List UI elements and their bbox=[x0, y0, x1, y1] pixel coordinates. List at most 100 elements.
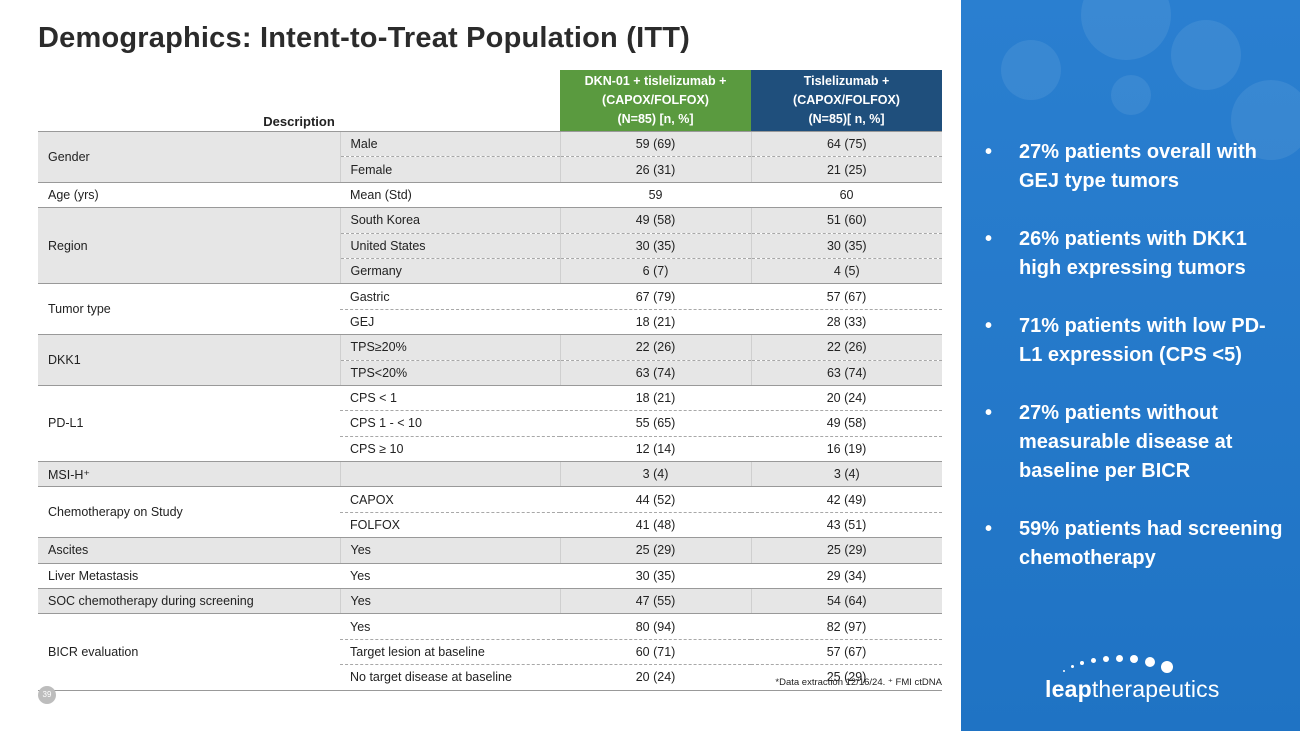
row-category: BICR evaluation bbox=[38, 613, 340, 691]
decorative-bubble bbox=[1001, 40, 1061, 100]
description-header: Description bbox=[38, 70, 561, 132]
key-findings-list: • 27% patients overall with GEJ type tumo… bbox=[985, 138, 1285, 602]
arm2-value: 43 (51) bbox=[751, 512, 943, 539]
arm2-value: 60 bbox=[751, 182, 943, 209]
logo-bold: leap bbox=[1045, 676, 1092, 702]
finding-text: 26% patients with DKK1 high expressing t… bbox=[1019, 228, 1247, 279]
arm1-value: 44 (52) bbox=[560, 486, 752, 513]
logo-dot bbox=[1103, 656, 1109, 662]
logo-dot bbox=[1071, 665, 1074, 668]
arm1-value: 60 (71) bbox=[560, 639, 752, 666]
arm2-header-line: (CAPOX/FOLFOX) bbox=[793, 93, 900, 107]
demographics-table: Description DKN-01 + tislelizumab + (CAP… bbox=[38, 70, 943, 691]
arm1-value: 6 (7) bbox=[559, 258, 752, 285]
arm1-value: 63 (74) bbox=[559, 360, 752, 386]
row-label: Yes bbox=[340, 613, 561, 640]
company-logo: leaptherapeutics bbox=[1045, 654, 1245, 704]
arm2-value: 29 (34) bbox=[751, 563, 943, 590]
table-row: FOLFOX 41 (48) 43 (51) bbox=[38, 512, 943, 539]
arm2-value: 30 (35) bbox=[750, 233, 943, 259]
arm1-header: DKN-01 + tislelizumab + (CAPOX/FOLFOX) (… bbox=[560, 70, 752, 132]
row-label: South Korea bbox=[339, 207, 561, 234]
row-category: DKK1 bbox=[38, 334, 340, 386]
key-findings-panel: • 27% patients overall with GEJ type tumo… bbox=[961, 0, 1300, 731]
arm1-value: 47 (55) bbox=[559, 588, 752, 615]
arm2-value: 63 (74) bbox=[750, 360, 943, 386]
table-body: Gender Male 59 (69) 64 (75) Female 26 (31) 21 … bbox=[38, 131, 943, 691]
row-category: Liver Metastasis bbox=[38, 563, 340, 590]
arm2-value: 3 (4) bbox=[750, 461, 943, 488]
arm1-header-line: (N=85) [n, %] bbox=[617, 112, 694, 126]
table-row: BICR evaluation Yes 80 (94) 82 (97) bbox=[38, 613, 943, 691]
arm2-header-line: Tislelizumab + bbox=[803, 74, 890, 88]
arm2-value: 57 (67) bbox=[751, 283, 943, 310]
row-label: Gastric bbox=[340, 283, 561, 310]
logo-dot bbox=[1063, 670, 1065, 672]
row-label: CPS 1 - < 10 bbox=[340, 410, 561, 437]
row-label: No target disease at baseline bbox=[340, 664, 561, 691]
arm2-value: 25 (29) bbox=[751, 664, 943, 691]
table-row: TPS<20% 63 (74) 63 (74) bbox=[38, 360, 943, 386]
table-row: DKK1 TPS≥20% 22 (26) 22 (26) bbox=[38, 334, 943, 386]
slide-title: Demographics: Intent-to-Treat Population… bbox=[38, 22, 691, 54]
row-label: CPS < 1 bbox=[340, 385, 561, 412]
table-row: Female 26 (31) 21 (25) bbox=[38, 156, 943, 183]
finding-text: 71% patients with low PD-L1 expression (… bbox=[1019, 315, 1266, 366]
arm2-value: 21 (25) bbox=[750, 156, 943, 183]
arm2-value: 4 (5) bbox=[750, 258, 943, 285]
page-number: 39 bbox=[38, 686, 56, 704]
row-category: MSI-H⁺ bbox=[38, 461, 340, 488]
logo-wordmark: leaptherapeutics bbox=[1045, 676, 1220, 703]
row-label: FOLFOX bbox=[340, 512, 561, 539]
finding-text: 27% patients without measurable disease … bbox=[1019, 402, 1233, 482]
finding-item: • 59% patients had screening chemotherapy bbox=[985, 515, 1285, 573]
table-row: MSI-H⁺ 3 (4) 3 (4) bbox=[38, 461, 943, 488]
row-category: Tumor type bbox=[38, 283, 340, 336]
footnote: *Data extraction 12/16/24. ⁺ FMI ctDNA bbox=[775, 677, 942, 688]
row-label: Female bbox=[339, 156, 561, 183]
arm1-value: 18 (21) bbox=[560, 385, 752, 412]
logo-rest: therapeutics bbox=[1091, 676, 1220, 702]
arm2-value: 42 (49) bbox=[751, 486, 943, 513]
row-category: Gender bbox=[38, 131, 340, 183]
row-category: Ascites bbox=[38, 537, 340, 564]
row-category: SOC chemotherapy during screening bbox=[38, 588, 340, 615]
table-row: Ascites Yes 25 (29) 25 (29) bbox=[38, 537, 943, 564]
table-row: PD-L1 CPS < 1 18 (21) 20 (24) bbox=[38, 385, 943, 463]
row-label: TPS≥20% bbox=[339, 334, 561, 361]
table-row: CPS ≥ 10 12 (14) 16 (19) bbox=[38, 436, 943, 463]
arm2-header-line: (N=85)[ n, %] bbox=[808, 112, 885, 126]
arm1-value: 22 (26) bbox=[559, 334, 752, 361]
table-row: Age (yrs) Mean (Std) 59 60 bbox=[38, 182, 943, 209]
bullet-icon: • bbox=[985, 518, 993, 540]
arm1-value: 18 (21) bbox=[560, 309, 752, 336]
demographics-table-container: Description DKN-01 + tislelizumab + (CAP… bbox=[38, 70, 943, 691]
decorative-bubble bbox=[1231, 80, 1300, 160]
logo-dot bbox=[1161, 661, 1173, 673]
decorative-bubble bbox=[1111, 75, 1151, 115]
arm1-value: 25 (29) bbox=[559, 537, 752, 564]
row-label: Yes bbox=[339, 588, 561, 615]
arm1-header-line: (CAPOX/FOLFOX) bbox=[602, 93, 709, 107]
arm1-header-line: DKN-01 + tislelizumab + bbox=[584, 74, 727, 88]
arm1-value: 59 bbox=[560, 182, 752, 209]
finding-item: • 27% patients without measurable disease… bbox=[985, 399, 1285, 486]
arm1-value: 30 (35) bbox=[560, 563, 752, 590]
arm2-value: 20 (24) bbox=[751, 385, 943, 412]
logo-dot bbox=[1145, 657, 1155, 667]
finding-text: 27% patients overall with GEJ type tumor… bbox=[1019, 141, 1257, 192]
table-row: Germany 6 (7) 4 (5) bbox=[38, 258, 943, 285]
table-row: Region South Korea 49 (58) 51 (60) bbox=[38, 207, 943, 285]
row-category: Chemotherapy on Study bbox=[38, 486, 340, 539]
bullet-icon: • bbox=[985, 315, 993, 337]
arm2-value: 82 (97) bbox=[751, 613, 943, 640]
arm2-value: 22 (26) bbox=[750, 334, 943, 361]
row-label: CPS ≥ 10 bbox=[340, 436, 561, 463]
arm1-value: 67 (79) bbox=[560, 283, 752, 310]
arm2-value: 16 (19) bbox=[751, 436, 943, 463]
arm2-header: Tislelizumab + (CAPOX/FOLFOX) (N=85)[ n,… bbox=[751, 70, 943, 132]
row-label: Target lesion at baseline bbox=[340, 639, 561, 666]
table-row: GEJ 18 (21) 28 (33) bbox=[38, 309, 943, 336]
row-label bbox=[339, 461, 561, 488]
row-category: Region bbox=[38, 207, 340, 285]
